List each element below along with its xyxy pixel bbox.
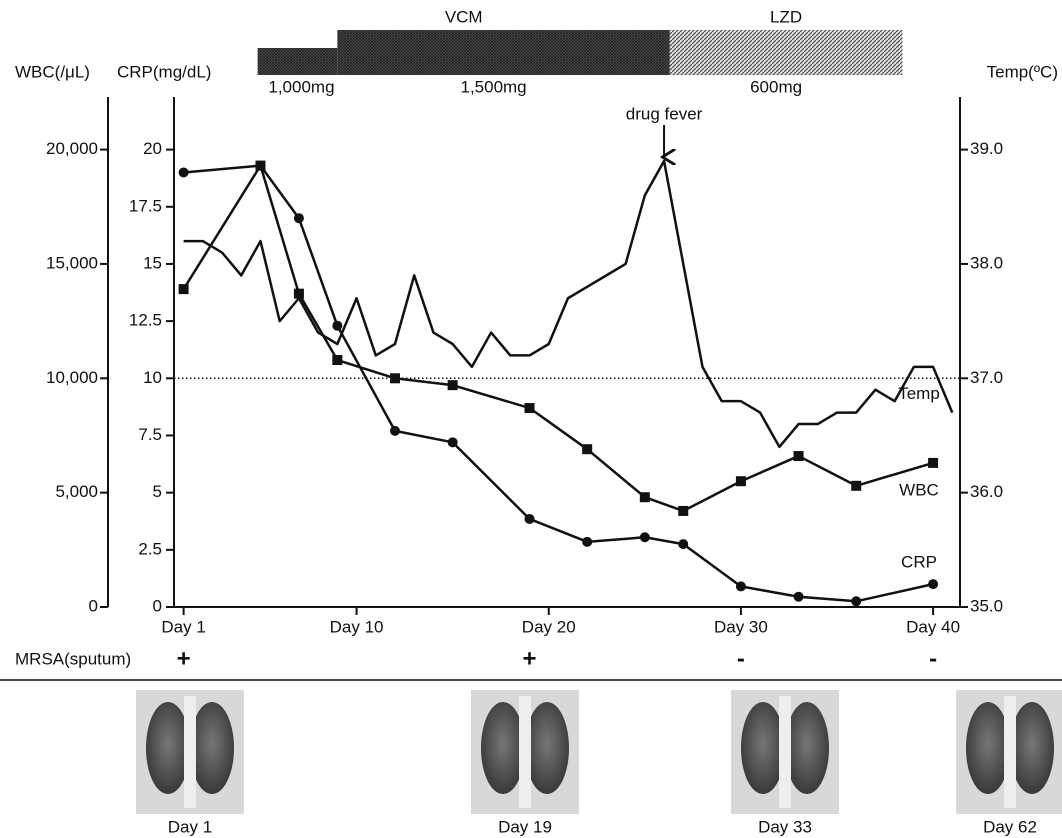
xray-caption: Day 1 <box>168 817 212 836</box>
marker <box>178 167 189 178</box>
marker <box>678 539 689 550</box>
mrsa-result: + <box>523 645 537 672</box>
marker <box>447 437 458 448</box>
series-line <box>183 159 954 449</box>
marker <box>735 581 746 592</box>
series-line <box>182 164 934 513</box>
dose-label: 600mg <box>750 77 802 96</box>
y3-tick-label: 15 <box>143 253 162 272</box>
treatment-bar <box>337 30 670 75</box>
marker <box>293 213 304 224</box>
xray-spine <box>519 696 531 808</box>
y2-axis-label: Temp(ºC) <box>987 62 1058 81</box>
xray-spine <box>779 696 791 808</box>
xray-spine <box>1004 696 1016 808</box>
marker <box>524 403 535 414</box>
y2-tick-label: 39.0 <box>970 139 1003 158</box>
marker <box>332 355 343 366</box>
y3-tick-label: 0 <box>153 596 162 615</box>
marker <box>390 373 401 384</box>
marker <box>678 505 689 516</box>
y-tick-label: 0 <box>89 596 98 615</box>
y2-tick-label: 36.0 <box>970 482 1003 501</box>
y-tick-label: 15,000 <box>46 253 98 272</box>
marker <box>851 596 862 607</box>
treatment-bar <box>257 48 338 75</box>
mrsa-result: - <box>737 645 745 672</box>
y2-tick-label: 35.0 <box>970 596 1003 615</box>
y3-tick-label: 10 <box>143 368 162 387</box>
y-tick-label: 5,000 <box>55 482 98 501</box>
xray-lung <box>741 702 785 794</box>
marker <box>582 444 593 455</box>
y2-tick-label: 38.0 <box>970 253 1003 272</box>
dose-label: 1,000mg <box>268 77 334 96</box>
xray-caption: Day 33 <box>758 817 812 836</box>
series-label: WBC <box>899 480 939 499</box>
series-label: CRP <box>901 553 937 572</box>
y-tick-label: 10,000 <box>46 368 98 387</box>
xray-lung <box>966 702 1010 794</box>
annotation: drug fever <box>626 104 703 123</box>
y3-tick-label: 5 <box>153 482 162 501</box>
y-tick-label: 20,000 <box>46 139 98 158</box>
xray-lung <box>785 702 829 794</box>
marker <box>793 451 804 462</box>
x-tick-label: Day 30 <box>714 617 768 636</box>
treatment-name: LZD <box>770 7 802 26</box>
y3-axis-label: CRP(mg/dL) <box>117 62 211 81</box>
treatment-name: VCM <box>445 7 483 26</box>
mrsa-result: + <box>177 645 191 672</box>
series-label: Temp <box>898 384 940 403</box>
treatment-bar <box>669 30 903 75</box>
xray-lung <box>481 702 525 794</box>
xray-lung <box>1010 702 1054 794</box>
marker <box>735 476 746 487</box>
y3-tick-label: 7.5 <box>138 425 162 444</box>
marker <box>332 320 343 331</box>
mrsa-label: MRSA(sputum) <box>15 649 131 668</box>
marker <box>447 380 458 391</box>
y3-tick-label: 20 <box>143 139 162 158</box>
marker <box>293 288 304 299</box>
xray-caption: Day 19 <box>498 817 552 836</box>
marker <box>524 513 535 524</box>
marker <box>582 536 593 547</box>
marker <box>255 160 266 171</box>
x-tick-label: Day 1 <box>161 617 205 636</box>
marker <box>928 579 939 590</box>
x-tick-label: Day 20 <box>522 617 576 636</box>
marker <box>178 284 189 295</box>
marker <box>639 532 650 543</box>
y3-tick-label: 12.5 <box>129 311 162 330</box>
y2-tick-label: 37.0 <box>970 368 1003 387</box>
series-line <box>183 164 934 603</box>
x-tick-label: Day 40 <box>906 617 960 636</box>
x-tick-label: Day 10 <box>330 617 384 636</box>
y-axis-label: WBC(/μL) <box>15 62 90 81</box>
y3-tick-label: 2.5 <box>138 539 162 558</box>
mrsa-result: - <box>929 645 937 672</box>
marker <box>928 457 939 468</box>
xray-caption: Day 62 <box>983 817 1037 836</box>
xray-lung <box>190 702 234 794</box>
marker <box>639 492 650 503</box>
xray-lung <box>525 702 569 794</box>
dose-label: 1,500mg <box>460 77 526 96</box>
xray-spine <box>184 696 196 808</box>
y3-tick-label: 17.5 <box>129 196 162 215</box>
xray-lung <box>146 702 190 794</box>
marker <box>390 425 401 436</box>
marker <box>793 591 804 602</box>
marker <box>851 480 862 491</box>
